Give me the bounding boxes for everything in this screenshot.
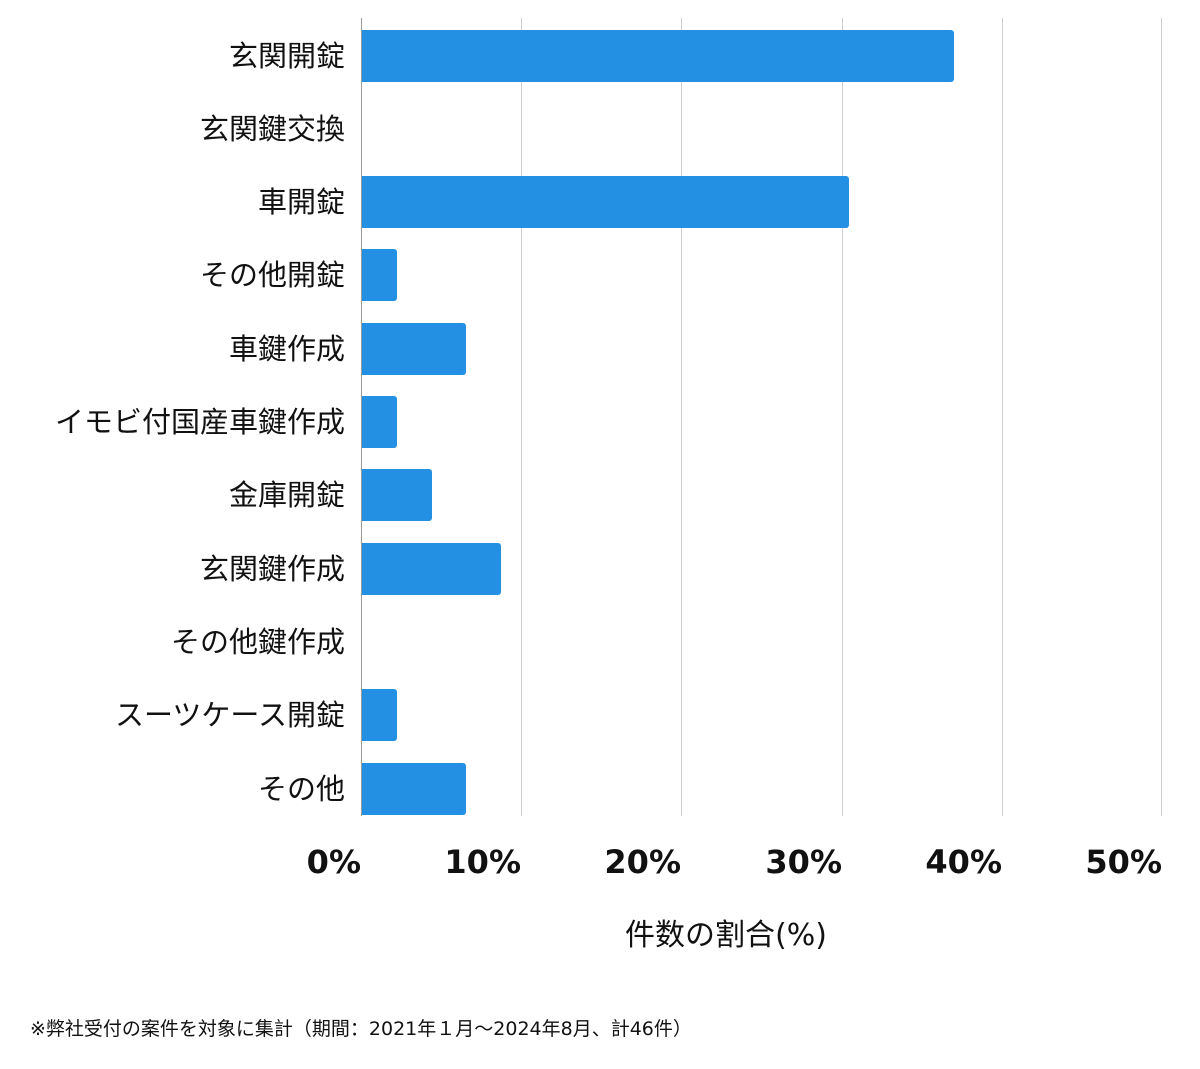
- gridline-20: [681, 18, 682, 816]
- category-label: 車鍵作成: [228, 331, 345, 366]
- y-axis-line: [361, 18, 362, 816]
- category-label: 玄関開錠: [228, 38, 345, 73]
- x-tick-label: 30%: [765, 843, 842, 881]
- bar: [362, 542, 502, 595]
- gridline-40: [1002, 18, 1003, 816]
- x-tick-label: 10%: [444, 843, 521, 881]
- category-label: イモビ付国産車鍵作成: [54, 405, 345, 439]
- x-tick-label: 40%: [925, 843, 1002, 881]
- category-label: スーツケース開錠: [115, 698, 345, 733]
- x-tick-label: 0%: [306, 843, 361, 881]
- bar: [362, 322, 467, 375]
- bar: [362, 689, 397, 742]
- category-label: 金庫開錠: [228, 478, 345, 513]
- bar: [362, 29, 955, 82]
- x-tick-label: 50%: [1085, 843, 1162, 881]
- category-label: その他鍵作成: [170, 624, 345, 659]
- gridline-30: [842, 18, 843, 816]
- category-label: その他開錠: [199, 258, 345, 293]
- gridline-50: [1161, 18, 1162, 816]
- footnote: ※弊社受付の案件を対象に集計（期間：2021年１月〜2024年8月、計46件）: [30, 1018, 692, 1040]
- bar: [362, 469, 432, 522]
- bar: [362, 396, 397, 448]
- category-label: その他: [257, 771, 345, 806]
- plot-area: [361, 18, 1162, 816]
- category-label: 玄関鍵交換: [199, 111, 345, 146]
- bar: [362, 762, 467, 815]
- bar: [362, 176, 850, 229]
- gridline-10: [521, 18, 522, 816]
- x-tick-label: 20%: [604, 843, 681, 881]
- x-axis-label: 件数の割合(%): [625, 918, 827, 953]
- bar: [362, 249, 397, 302]
- category-label: 玄関鍵作成: [199, 551, 345, 586]
- category-label: 車開錠: [257, 185, 345, 220]
